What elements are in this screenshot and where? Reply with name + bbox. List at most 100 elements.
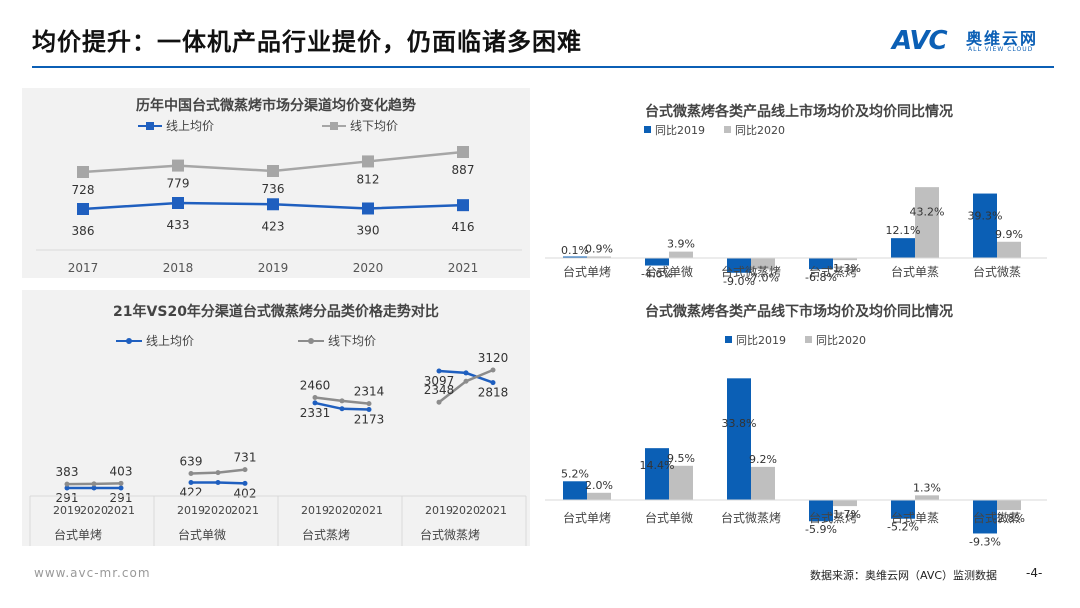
data-label: -2.8% (993, 512, 1025, 525)
data-label: 3097 (424, 374, 455, 388)
x-tick-label: 台式微蒸烤 (721, 510, 781, 525)
data-label: 3.9% (667, 238, 695, 251)
data-point (339, 406, 345, 412)
data-label: 1.3% (913, 481, 941, 494)
x-tick-label: 2020 (204, 504, 232, 517)
legend-label-0: 同比2019 (736, 334, 786, 347)
data-label: 423 (262, 219, 285, 233)
chart-title: 台式微蒸烤各类产品线下市场均价及均价同比情况 (645, 303, 953, 320)
legend-label-0: 线上均价 (166, 119, 214, 133)
data-point (463, 370, 469, 376)
data-label: 2460 (300, 379, 331, 393)
legend-marker-1 (805, 336, 812, 343)
data-point (118, 485, 124, 491)
data-point (77, 166, 89, 178)
bar (727, 258, 751, 273)
group-label: 台式蒸烤 (302, 527, 350, 542)
x-tick-label: 2018 (163, 261, 194, 275)
legend-label-0: 同比2019 (655, 124, 705, 137)
chart-title: 历年中国台式微蒸烤市场分渠道均价变化趋势 (136, 97, 416, 114)
legend-label-0: 线上均价 (146, 334, 194, 348)
data-label: 9.5% (667, 452, 695, 465)
data-label: 9.9% (995, 228, 1023, 241)
data-label: -1.3% (829, 262, 861, 275)
x-tick-label: 台式单微 (645, 264, 693, 279)
data-label: -5.2% (887, 521, 919, 534)
data-point (242, 467, 248, 473)
group-label: 台式单烤 (54, 527, 102, 542)
data-label: 779 (167, 177, 190, 191)
data-point (267, 164, 279, 177)
data-point (362, 155, 374, 168)
data-point (64, 485, 70, 491)
data-label: 390 (357, 223, 380, 237)
data-point (64, 481, 70, 487)
data-point (490, 367, 496, 373)
data-label: 2348 (424, 383, 455, 397)
legend-label-1: 同比2020 (735, 124, 785, 137)
data-point (215, 480, 221, 486)
data-label: 736 (262, 182, 285, 196)
data-label: 728 (72, 183, 95, 197)
data-label: -9.0% (723, 275, 755, 288)
bar (915, 495, 939, 500)
data-point (436, 399, 442, 405)
data-label: 416 (452, 220, 475, 234)
x-tick-label: 2019 (258, 261, 289, 275)
bar (809, 500, 833, 522)
data-label: -9.3% (969, 535, 1001, 546)
data-point (118, 480, 124, 486)
data-label: -5.9% (805, 523, 837, 536)
bar (973, 193, 997, 258)
group-label: 台式微蒸烤 (420, 527, 480, 542)
data-label: 887 (452, 163, 475, 177)
x-tick-label: 台式单烤 (563, 264, 611, 279)
x-tick-label: 2021 (479, 504, 507, 517)
x-tick-label: 2021 (448, 261, 479, 275)
data-point (362, 202, 374, 215)
x-tick-label: 台式微蒸烤 (721, 264, 781, 279)
data-label: 639 (180, 454, 203, 468)
data-point (172, 159, 184, 172)
logo-en-text: ALL VIEW CLOUD (968, 46, 1034, 53)
data-point (172, 197, 184, 209)
bar (669, 465, 693, 500)
legend-marker-0 (126, 338, 132, 344)
chart-panel-trend (22, 88, 530, 278)
bar (645, 258, 669, 266)
bar (645, 448, 669, 500)
data-label: 0.9% (585, 243, 613, 256)
bar (563, 256, 587, 258)
x-tick-label: 2020 (452, 504, 480, 517)
logo-cn-text: 奥维云网 (966, 29, 1039, 48)
bar (727, 378, 751, 500)
x-tick-label: 台式蒸烤 (809, 510, 857, 525)
x-tick-label: 台式蒸烤 (809, 264, 857, 279)
data-point (188, 470, 194, 476)
x-tick-label: 2021 (231, 504, 259, 517)
legend-marker-1 (308, 338, 314, 344)
x-tick-label: 台式微蒸 (973, 510, 1021, 525)
data-point (463, 378, 469, 384)
bar (751, 258, 775, 270)
data-point (312, 395, 318, 401)
bar (669, 251, 693, 258)
data-point (267, 198, 279, 211)
data-label: 291 (56, 491, 79, 505)
chart-title: 台式微蒸烤各类产品线上市场均价及均价同比情况 (645, 103, 953, 120)
data-point (457, 199, 469, 212)
bar (833, 258, 857, 261)
data-label: 33.8% (722, 417, 757, 430)
legend-marker-0 (725, 336, 732, 343)
data-label: 386 (72, 224, 95, 238)
bar (891, 500, 915, 519)
data-point (242, 480, 248, 486)
legend-marker-1 (724, 126, 731, 133)
data-label: -7.0% (747, 271, 779, 284)
x-tick-label: 2019 (301, 504, 329, 517)
x-tick-label: 2017 (68, 261, 99, 275)
legend-label-1: 线下均价 (328, 334, 376, 348)
legend-marker-0 (644, 126, 651, 133)
data-label: 403 (110, 464, 133, 478)
